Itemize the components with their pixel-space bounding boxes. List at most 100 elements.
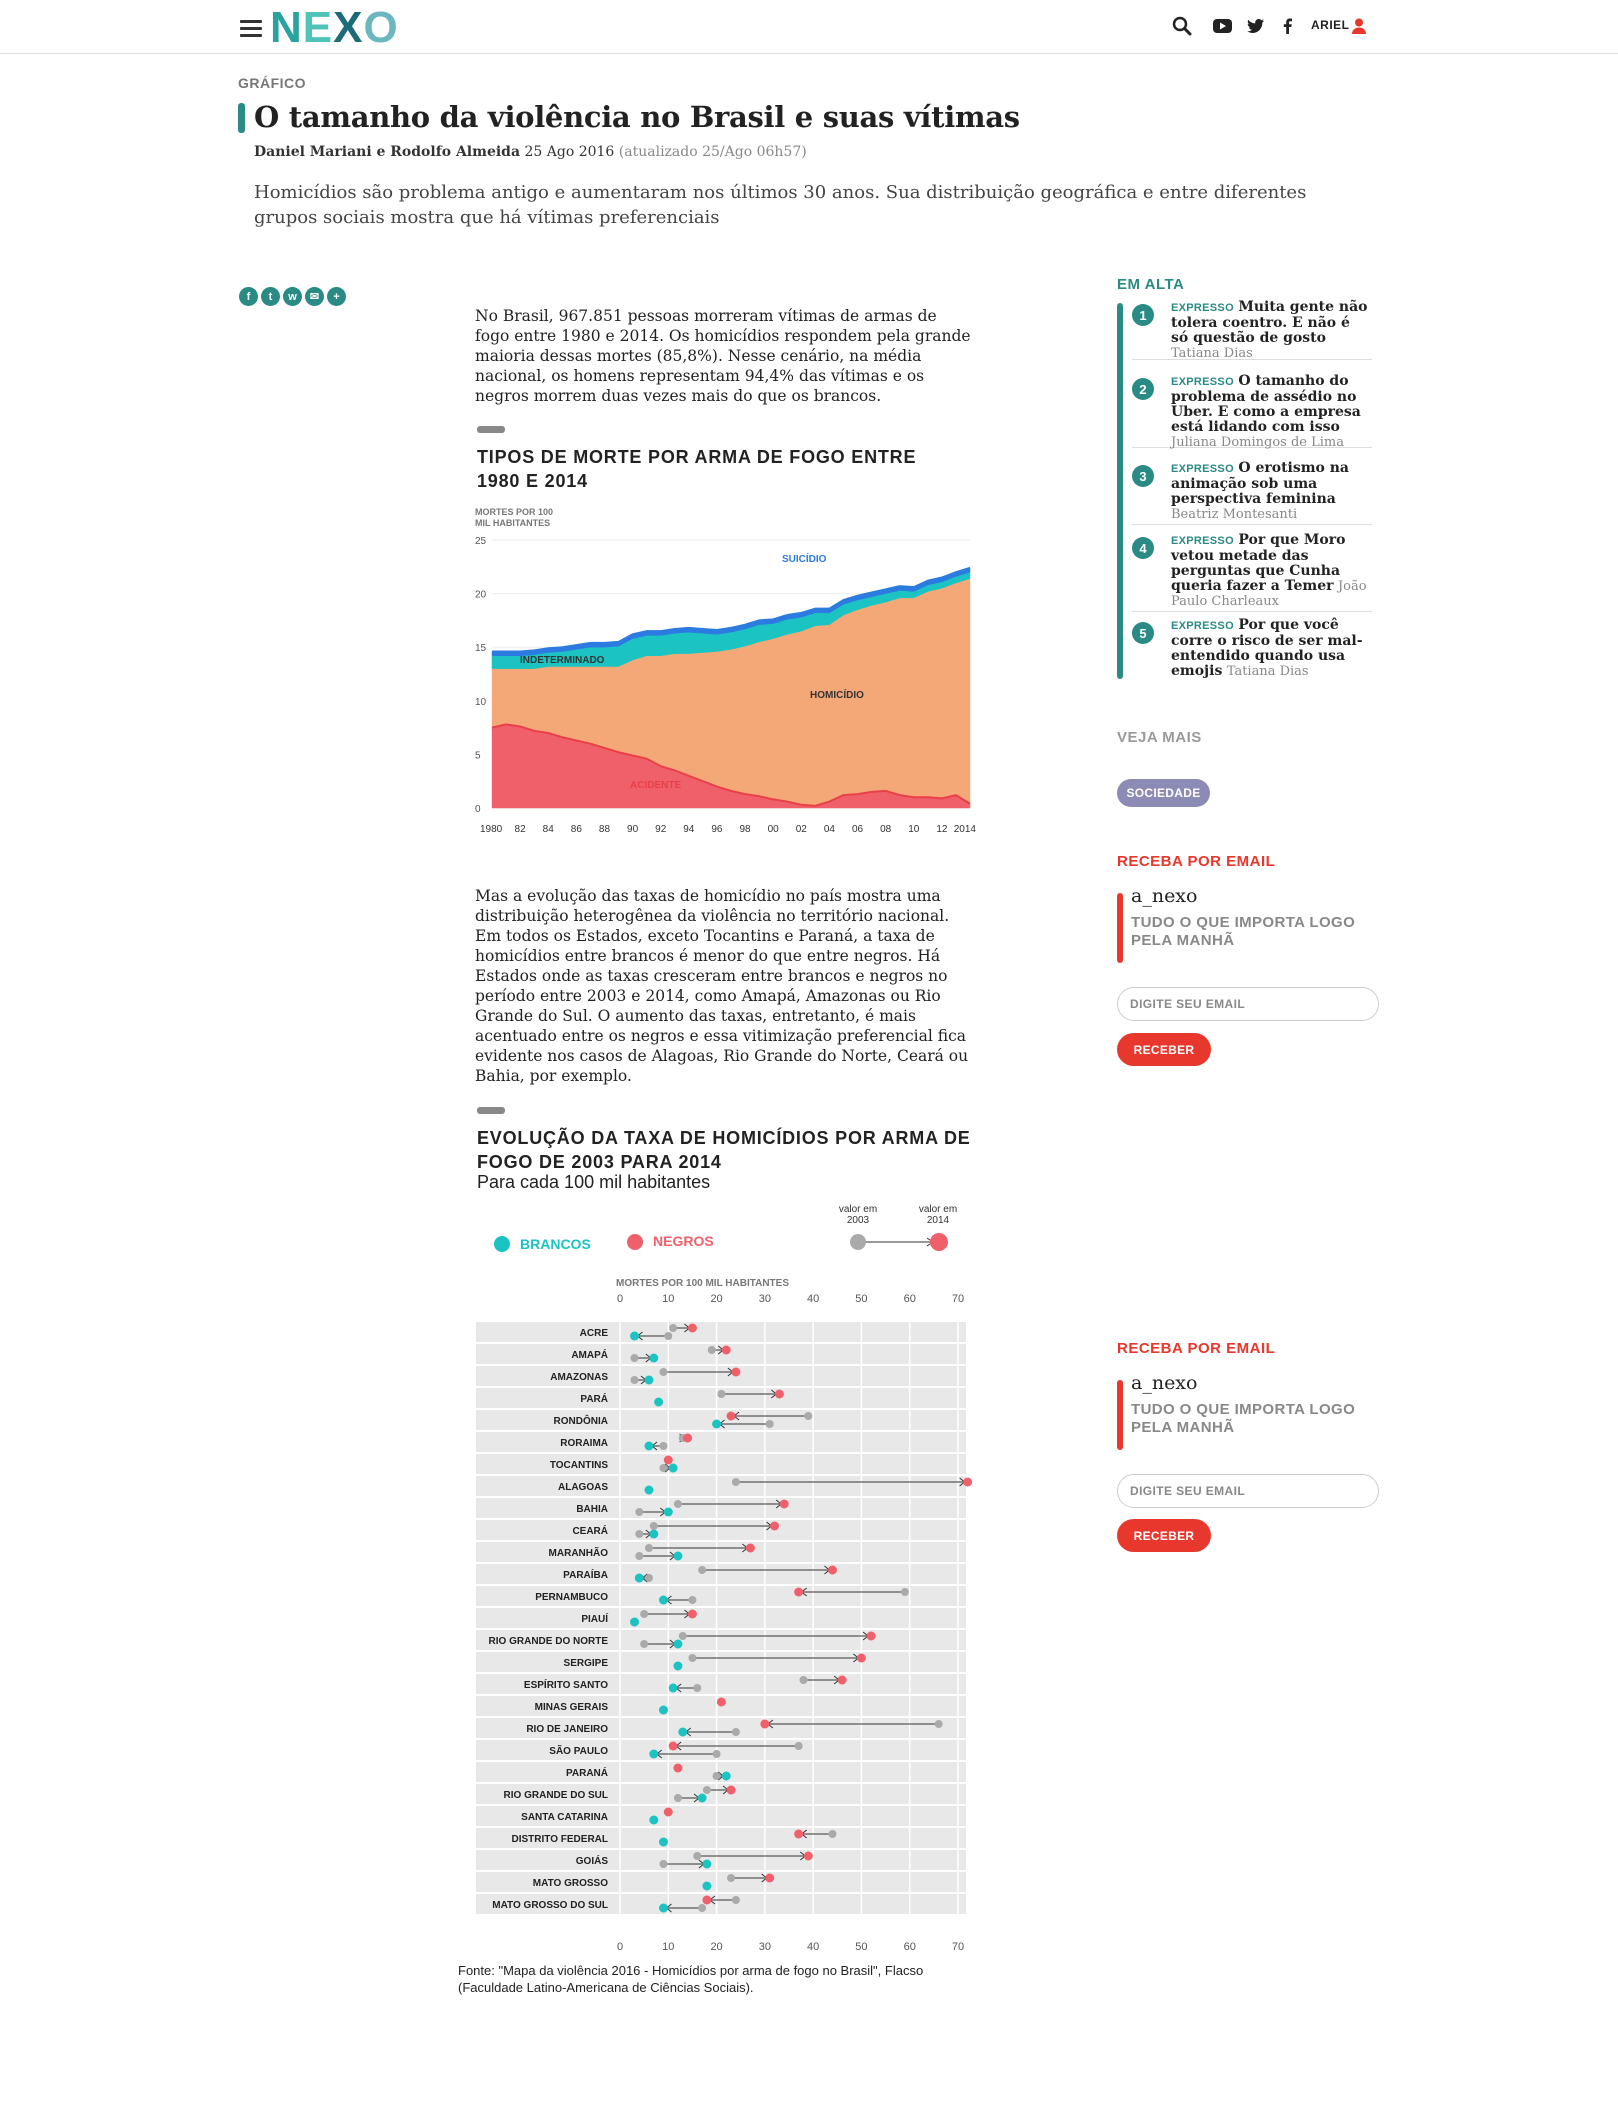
x-tick-label: 90: [627, 824, 639, 835]
dot-2003: [635, 1552, 644, 1560]
trending-item[interactable]: 3 EXPRESSO O erotismo na animação sob um…: [1132, 461, 1372, 525]
x-tick-label: 2014: [954, 824, 977, 835]
dot-2014: [668, 1463, 678, 1473]
state-label: SÃO PAULO: [549, 1744, 608, 1757]
dot-2003: [794, 1742, 803, 1750]
dot-2014: [658, 1837, 668, 1847]
negros-legend-label: NEGROS: [653, 1233, 714, 1249]
youtube-icon[interactable]: [1211, 13, 1233, 39]
x-tick-label: 06: [852, 824, 864, 835]
line-acidente: [491, 723, 971, 807]
y-tick-label: 5: [475, 750, 481, 761]
email-share-icon[interactable]: ✉: [305, 287, 324, 306]
dot-2003: [659, 1368, 668, 1376]
x-tick-label: 30: [759, 1293, 771, 1305]
trending-item[interactable]: 5 EXPRESSO Por que você corre o risco de…: [1132, 618, 1372, 682]
negros-legend-dot: [627, 1234, 643, 1250]
newsletter-email-input[interactable]: [1117, 987, 1379, 1021]
dot-2003: [644, 1544, 653, 1552]
facebook-icon[interactable]: [1280, 13, 1294, 39]
dot-2014: [726, 1411, 736, 1421]
dot-2014: [794, 1829, 804, 1839]
dot-2003: [731, 1728, 740, 1736]
user-name[interactable]: ARIEL: [1311, 18, 1350, 32]
trending-headline[interactable]: Por que você corre o risco de ser mal-en…: [1171, 617, 1363, 679]
trending-item[interactable]: 1 EXPRESSO Muita gente não tolera coentr…: [1132, 300, 1372, 361]
dot-2003: [698, 1904, 707, 1912]
x-tick-label: 60: [904, 1941, 916, 1953]
dot-2014: [658, 1705, 668, 1715]
trending-headline[interactable]: Muita gente não tolera coentro. E não é …: [1171, 299, 1368, 346]
user-icon[interactable]: [1351, 13, 1367, 39]
article-authors[interactable]: Daniel Mariani e Rodolfo Almeida: [254, 144, 521, 160]
x-tick-label: 08: [880, 824, 892, 835]
trending-author: Juliana Domingos de Lima: [1171, 435, 1344, 450]
x-tick-label: 02: [796, 824, 808, 835]
x-tick-label: 20: [710, 1941, 722, 1953]
whatsapp-share-icon[interactable]: w: [283, 287, 302, 306]
x-tick-label: 0: [617, 1941, 623, 1953]
dot-2014: [702, 1859, 712, 1869]
tag-sociedade-button[interactable]: SOCIEDADE: [1117, 779, 1210, 807]
paragraph-2: Mas a evolução das taxas de homicídio no…: [475, 887, 969, 1085]
table-row: [476, 1498, 966, 1518]
dot-2003: [804, 1412, 813, 1420]
article-updated: (atualizado 25/Ago 06h57): [618, 144, 807, 160]
y-tick-label: 15: [475, 643, 487, 654]
site-logo[interactable]: NEXO: [270, 3, 399, 52]
newsletter-submit-button[interactable]: RECEBER: [1117, 1519, 1211, 1552]
state-label: ALAGOAS: [558, 1482, 608, 1493]
state-label: SERGIPE: [564, 1658, 609, 1669]
dot-2014: [745, 1543, 755, 1553]
state-label: ESPÍRITO SANTO: [524, 1678, 608, 1691]
table-row: [476, 1718, 966, 1738]
x-tick-label: 88: [599, 824, 611, 835]
trending-tag: EXPRESSO: [1171, 535, 1234, 547]
newsletter-submit-button[interactable]: RECEBER: [1117, 1033, 1211, 1066]
dot-2014: [779, 1499, 789, 1509]
trending-headline[interactable]: O erotismo na animação sob uma perspecti…: [1171, 460, 1350, 507]
trending-item[interactable]: 4 EXPRESSO Por que Moro vetou metade das…: [1132, 533, 1372, 612]
trending-headline[interactable]: Por que Moro vetou metade das perguntas …: [1171, 532, 1346, 594]
dot-2014: [649, 1815, 659, 1825]
state-label: MINAS GERAIS: [535, 1702, 609, 1713]
facebook-share-icon[interactable]: f: [239, 287, 258, 306]
newsletter-email-input[interactable]: [1117, 1474, 1379, 1508]
state-label: RORAIMA: [560, 1438, 608, 1449]
dot-2014: [678, 1727, 688, 1737]
state-label: RIO DE JANEIRO: [526, 1724, 608, 1735]
series-label: SUICÍDIO: [782, 552, 827, 565]
newsletter-name: a_nexo: [1131, 885, 1198, 907]
table-row: [476, 1476, 966, 1496]
x-tick-label: 1980: [480, 824, 503, 835]
twitter-icon[interactable]: [1245, 13, 1265, 39]
dot-2014: [726, 1785, 736, 1795]
table-row: [476, 1410, 966, 1430]
x-tick-label: 82: [515, 824, 527, 835]
trending-number: 5: [1132, 622, 1154, 644]
newsletter-title: RECEBA POR EMAIL: [1117, 853, 1276, 870]
search-icon[interactable]: [1170, 13, 1194, 39]
trending-author: Tatiana Dias: [1171, 346, 1253, 361]
trending-headline[interactable]: O tamanho do problema de assédio no Uber…: [1171, 373, 1361, 435]
dot-2014: [866, 1631, 876, 1641]
state-label: PARANÁ: [566, 1766, 608, 1779]
dot-2014: [663, 1807, 673, 1817]
x-tick-label: 10: [908, 824, 920, 835]
chart1-title: TIPOS DE MORTE POR ARMA DE FOGO ENTRE 19…: [477, 447, 917, 491]
dot-2014: [654, 1397, 664, 1407]
dot-2003: [640, 1640, 649, 1648]
trending-item[interactable]: 2 EXPRESSO O tamanho do problema de assé…: [1132, 374, 1372, 450]
table-row: [476, 1850, 966, 1870]
section-label[interactable]: GRÁFICO: [238, 75, 307, 91]
x-tick-label: 10: [662, 1293, 674, 1305]
more-share-icon[interactable]: +: [327, 287, 346, 306]
series-label: ACIDENTE: [630, 780, 681, 791]
x-axis-label: MORTES POR 100 MIL HABITANTES: [616, 1278, 789, 1289]
brancos-legend-dot: [494, 1236, 510, 1252]
dot-2003: [635, 1508, 644, 1516]
dot-2003: [630, 1354, 639, 1362]
menu-icon[interactable]: [240, 20, 262, 38]
twitter-share-icon[interactable]: t: [261, 287, 280, 306]
